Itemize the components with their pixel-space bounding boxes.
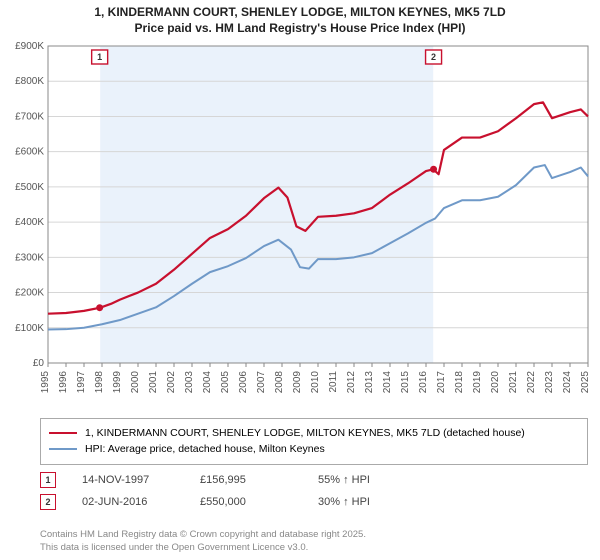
sale-price: £550,000 [200, 496, 292, 508]
credit-line1: Contains HM Land Registry data © Crown c… [40, 529, 366, 541]
sale-delta: 30% ↑ HPI [318, 496, 410, 508]
title-line1: 1, KINDERMANN COURT, SHENLEY LODGE, MILT… [0, 4, 600, 20]
svg-text:2012: 2012 [346, 371, 357, 394]
svg-text:2022: 2022 [526, 371, 537, 394]
svg-text:2008: 2008 [274, 371, 285, 394]
svg-text:2004: 2004 [202, 371, 213, 394]
svg-text:£300K: £300K [15, 252, 44, 263]
legend-label: 1, KINDERMANN COURT, SHENLEY LODGE, MILT… [85, 425, 525, 441]
sales-row: 1 14-NOV-1997 £156,995 55% ↑ HPI [40, 472, 570, 488]
legend-item: 1, KINDERMANN COURT, SHENLEY LODGE, MILT… [49, 425, 579, 441]
svg-text:2023: 2023 [544, 371, 555, 394]
svg-text:1: 1 [97, 52, 102, 62]
svg-text:2014: 2014 [382, 371, 393, 394]
chart-title: 1, KINDERMANN COURT, SHENLEY LODGE, MILT… [0, 0, 600, 36]
svg-text:2021: 2021 [508, 371, 519, 394]
svg-text:£100K: £100K [15, 323, 44, 334]
svg-text:£400K: £400K [15, 217, 44, 228]
svg-text:2025: 2025 [580, 371, 591, 394]
svg-text:2013: 2013 [364, 371, 375, 394]
svg-text:2018: 2018 [454, 371, 465, 394]
sale-price: £156,995 [200, 474, 292, 486]
svg-text:£500K: £500K [15, 182, 44, 193]
sale-delta: 55% ↑ HPI [318, 474, 410, 486]
svg-text:1995: 1995 [40, 371, 51, 394]
svg-text:£200K: £200K [15, 288, 44, 299]
svg-text:2016: 2016 [418, 371, 429, 394]
svg-text:2019: 2019 [472, 371, 483, 394]
svg-text:2001: 2001 [148, 371, 159, 394]
svg-text:2: 2 [431, 52, 436, 62]
svg-text:1997: 1997 [76, 371, 87, 394]
svg-text:2024: 2024 [562, 371, 573, 394]
svg-text:2011: 2011 [328, 371, 339, 393]
svg-text:2010: 2010 [310, 371, 321, 394]
svg-text:2017: 2017 [436, 371, 447, 394]
svg-text:£800K: £800K [15, 76, 44, 87]
legend-label: HPI: Average price, detached house, Milt… [85, 441, 325, 457]
svg-text:£0: £0 [33, 358, 45, 369]
credit-text: Contains HM Land Registry data © Crown c… [40, 529, 366, 554]
svg-text:1998: 1998 [94, 371, 105, 394]
sales-table: 1 14-NOV-1997 £156,995 55% ↑ HPI 2 02-JU… [40, 466, 570, 510]
sale-date: 14-NOV-1997 [82, 474, 174, 486]
svg-text:£700K: £700K [15, 111, 44, 122]
legend-swatch [49, 432, 77, 434]
svg-text:1996: 1996 [58, 371, 69, 394]
price-chart: £0 £100K £200K £300K £400K £500K £600K £700K £80… [8, 42, 592, 407]
sale-date: 02-JUN-2016 [82, 496, 174, 508]
credit-line2: This data is licensed under the Open Gov… [40, 542, 366, 554]
svg-text:2007: 2007 [256, 371, 267, 394]
svg-text:2006: 2006 [238, 371, 249, 394]
legend: 1, KINDERMANN COURT, SHENLEY LODGE, MILT… [40, 418, 588, 465]
svg-text:£900K: £900K [15, 42, 44, 52]
title-line2: Price paid vs. HM Land Registry's House … [0, 20, 600, 36]
svg-text:2020: 2020 [490, 371, 501, 394]
svg-text:£600K: £600K [15, 147, 44, 158]
legend-item: HPI: Average price, detached house, Milt… [49, 441, 579, 457]
svg-text:2000: 2000 [130, 371, 141, 394]
svg-text:2002: 2002 [166, 371, 177, 394]
svg-text:2015: 2015 [400, 371, 411, 394]
svg-text:2009: 2009 [292, 371, 303, 394]
svg-text:2005: 2005 [220, 371, 231, 394]
svg-text:1999: 1999 [112, 371, 123, 394]
sale-marker-chip: 2 [40, 494, 56, 510]
legend-swatch [49, 448, 77, 450]
svg-text:2003: 2003 [184, 371, 195, 394]
sales-row: 2 02-JUN-2016 £550,000 30% ↑ HPI [40, 494, 570, 510]
sale-marker-chip: 1 [40, 472, 56, 488]
